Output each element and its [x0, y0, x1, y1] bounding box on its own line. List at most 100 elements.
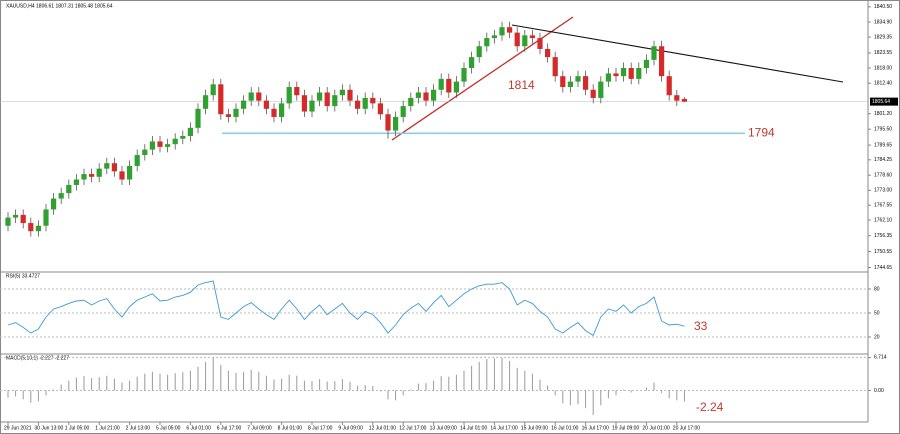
candle-body	[111, 163, 117, 172]
candle-body	[301, 95, 307, 112]
candle-body	[286, 87, 292, 104]
x-tick-label: 14 Jul 01:00	[460, 425, 487, 431]
y-tick-label: 1795.50	[874, 127, 892, 133]
trend-line	[511, 24, 844, 83]
annotation: -2.24	[696, 400, 724, 414]
candle-body	[142, 149, 148, 156]
candle-body	[438, 78, 444, 90]
candle-body	[225, 114, 231, 117]
candle-body	[248, 92, 254, 101]
x-tick-label: 20 Jul 01:00	[642, 425, 669, 431]
candle-body	[446, 78, 452, 93]
chart-title: XAUUSD,H4 1806.61 1807.31 1805.48 1805.6…	[6, 3, 113, 9]
x-tick-label: 6 Jul 17:00	[217, 425, 242, 431]
x-tick-label: 9 Jul 09:00	[338, 425, 363, 431]
x-tick-label: 14 Jul 17:00	[490, 425, 517, 431]
candle-body	[263, 100, 269, 109]
candle-body	[605, 73, 611, 82]
candle-body	[134, 155, 140, 166]
candle-body	[127, 165, 133, 180]
y-tick-label: 1744.65	[874, 265, 892, 271]
y-tick-label: 80	[874, 286, 880, 292]
x-tick-label: 1 Jul 21:00	[95, 425, 120, 431]
x-tick-label: 1 Jul 05:00	[65, 425, 90, 431]
candle-body	[355, 100, 361, 109]
y-tick-label: 0.00	[874, 388, 884, 394]
candle-body	[89, 174, 95, 177]
candle-body	[256, 92, 262, 101]
candle-body	[51, 198, 57, 210]
y-tick-label: 1750.55	[874, 249, 892, 255]
candle-body	[58, 193, 64, 199]
y-tick-label: 1834.90	[874, 19, 892, 25]
candle-body	[545, 48, 551, 58]
candle-body	[567, 81, 573, 88]
x-tick-label: 7 Jul 09:00	[247, 425, 272, 431]
candle-body	[415, 92, 421, 98]
x-tick-label: 12 Jul 17:00	[399, 425, 426, 431]
candle-body	[28, 223, 34, 232]
candle-body	[529, 35, 535, 39]
candle-body	[309, 100, 315, 112]
x-tick-label: 19 Jul 09:00	[612, 425, 639, 431]
current-price-box	[870, 97, 898, 106]
candle-body	[339, 89, 345, 96]
candle-body	[408, 97, 414, 107]
candle-body	[628, 68, 634, 79]
candle-body	[241, 100, 247, 109]
candle-body	[317, 92, 323, 101]
x-tick-label: 2 Jul 13:00	[126, 425, 151, 431]
x-tick-label: 12 Jul 01:00	[369, 425, 396, 431]
candle-body	[514, 32, 520, 47]
y-tick-label: 1818.00	[874, 65, 892, 71]
x-tick-label: 8 Jul 01:00	[278, 425, 303, 431]
candle-body	[210, 84, 216, 96]
macd-title: MACD(5,10,1) -2.227 -2.227	[6, 355, 69, 361]
x-tick-label: 16 Jul 17:00	[582, 425, 609, 431]
trend-line	[391, 16, 574, 141]
candle-body	[499, 27, 505, 36]
candle-body	[575, 76, 581, 82]
candle-body	[279, 103, 285, 117]
candle-body	[172, 138, 178, 145]
candle-body	[491, 35, 497, 39]
candle-body	[218, 84, 224, 115]
candle-body	[35, 225, 41, 232]
candle-body	[393, 116, 399, 131]
candle-body	[431, 89, 437, 101]
candle-body	[674, 95, 680, 101]
x-tick-label: 20 Jul 17:00	[673, 425, 700, 431]
candle-body	[347, 89, 353, 101]
candle-body	[187, 127, 193, 136]
candle-body	[149, 141, 155, 150]
candle-body	[43, 209, 49, 226]
candle-body	[484, 38, 490, 47]
candle-body	[681, 98, 687, 102]
candle-body	[461, 68, 467, 82]
x-tick-label: 30 Jun 13:00	[34, 425, 63, 431]
candle-body	[659, 46, 665, 77]
candle-body	[195, 108, 201, 128]
candle-body	[377, 103, 383, 115]
candle-body	[469, 57, 475, 68]
candle-body	[385, 114, 391, 131]
y-tick-label: 1778.60	[874, 172, 892, 178]
candle-body	[621, 68, 627, 77]
candle-body	[507, 27, 513, 33]
y-tick-label: 1756.35	[874, 233, 892, 239]
x-tick-label: 8 Jul 17:00	[308, 425, 333, 431]
candle-body	[81, 174, 87, 180]
candle-body	[13, 214, 19, 218]
candle-body	[362, 97, 368, 109]
y-tick-label: 1784.25	[874, 157, 892, 163]
candle-body	[613, 73, 619, 77]
candle-body	[66, 184, 72, 194]
candle-body	[636, 68, 642, 79]
x-tick-label: 15 Jul 09:00	[521, 425, 548, 431]
candle-body	[180, 136, 186, 139]
candle-body	[104, 163, 110, 169]
candle-body	[203, 95, 209, 109]
candle-body	[5, 217, 11, 226]
y-tick-label: 1789.65	[874, 142, 892, 148]
